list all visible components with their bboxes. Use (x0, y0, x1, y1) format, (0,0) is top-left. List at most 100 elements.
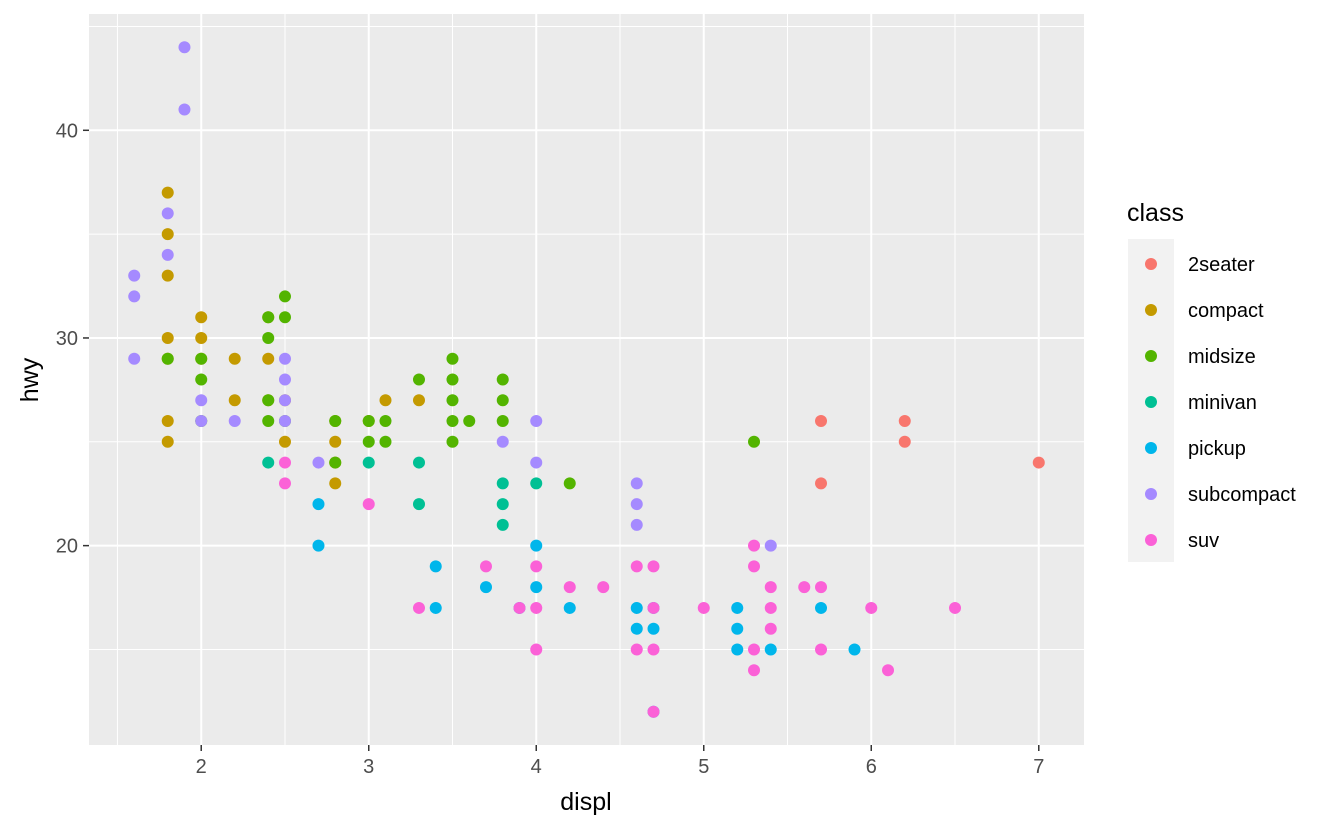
data-point-suv (530, 560, 543, 573)
legend-label-compact: compact (1188, 300, 1264, 322)
x-tick-label: 3 (363, 756, 374, 778)
legend-key-pickup (1145, 442, 1157, 454)
y-axis-title: hwy (16, 357, 44, 402)
legend-key-minivan (1145, 396, 1157, 408)
legend-label-subcompact: subcompact (1188, 484, 1296, 506)
panel-background (89, 14, 1084, 745)
data-point-minivan (496, 518, 509, 531)
data-point-subcompact (228, 415, 241, 428)
legend-title: class (1127, 199, 1184, 227)
y-tick-label: 20 (56, 536, 78, 558)
data-point-midsize (195, 373, 208, 386)
x-axis: 2 3 4 5 6 7 (196, 745, 1044, 778)
data-points (128, 41, 1045, 718)
data-point-2seater (1032, 456, 1045, 469)
x-tick-label: 6 (866, 756, 877, 778)
data-point-subcompact (278, 352, 291, 365)
data-point-midsize (278, 290, 291, 303)
x-axis-title: displ (560, 788, 611, 816)
data-point-suv (530, 643, 543, 656)
data-point-pickup (563, 601, 576, 614)
x-tick-label: 5 (698, 756, 709, 778)
data-point-suv (949, 601, 962, 614)
data-point-subcompact (312, 456, 325, 469)
data-point-subcompact (278, 415, 291, 428)
data-point-pickup (764, 643, 777, 656)
y-axis: 20 30 40 (56, 120, 89, 558)
data-point-suv (865, 601, 878, 614)
data-point-compact (379, 394, 392, 407)
data-point-suv (530, 601, 543, 614)
data-point-suv (647, 643, 660, 656)
data-point-suv (278, 456, 291, 469)
data-point-suv (630, 643, 643, 656)
legend: class 2seater compact midsize minivan pickup… (1127, 199, 1296, 562)
data-point-midsize (446, 415, 459, 428)
data-point-midsize (446, 394, 459, 407)
data-point-midsize (496, 394, 509, 407)
data-point-compact (228, 394, 241, 407)
legend-key-subcompact (1145, 488, 1157, 500)
legend-label-suv: suv (1188, 530, 1219, 552)
legend-label-midsize: midsize (1188, 346, 1256, 368)
data-point-suv (563, 581, 576, 594)
data-point-subcompact (630, 518, 643, 531)
data-point-subcompact (178, 41, 191, 54)
data-point-pickup (530, 581, 543, 594)
data-point-pickup (312, 498, 325, 511)
data-point-midsize (161, 352, 174, 365)
data-point-minivan (530, 477, 543, 490)
data-point-compact (161, 435, 174, 448)
minor-gridlines (89, 14, 1084, 745)
data-point-compact (161, 269, 174, 282)
data-point-subcompact (496, 435, 509, 448)
data-point-subcompact (530, 415, 543, 428)
data-point-midsize (379, 435, 392, 448)
data-point-suv (748, 560, 761, 573)
data-point-suv (362, 498, 375, 511)
data-point-suv (278, 477, 291, 490)
data-point-midsize (412, 373, 425, 386)
data-point-suv (882, 664, 895, 677)
legend-label-2seater: 2seater (1188, 254, 1255, 276)
data-point-compact (262, 352, 275, 365)
data-point-subcompact (128, 269, 141, 282)
data-point-pickup (848, 643, 861, 656)
data-point-pickup (530, 539, 543, 552)
data-point-subcompact (195, 415, 208, 428)
data-point-minivan (412, 498, 425, 511)
data-point-subcompact (178, 103, 191, 116)
x-tick-label: 2 (196, 756, 207, 778)
legend-key-2seater (1145, 258, 1157, 270)
data-point-subcompact (161, 207, 174, 220)
data-point-compact (329, 477, 342, 490)
data-point-compact (195, 311, 208, 324)
data-point-pickup (731, 601, 744, 614)
data-point-subcompact (530, 456, 543, 469)
x-tick-label: 4 (531, 756, 542, 778)
legend-key-suv (1145, 534, 1157, 546)
major-gridlines (89, 14, 1084, 745)
data-point-midsize (446, 435, 459, 448)
data-point-subcompact (195, 394, 208, 407)
data-point-midsize (748, 435, 761, 448)
legend-entries: 2seater compact midsize minivan pickup subcom… (1145, 254, 1296, 552)
data-point-suv (798, 581, 811, 594)
data-point-pickup (429, 560, 442, 573)
data-point-midsize (262, 415, 275, 428)
data-point-midsize (446, 373, 459, 386)
data-point-suv (597, 581, 610, 594)
y-tick-label: 40 (56, 120, 78, 142)
data-point-midsize (262, 394, 275, 407)
data-point-subcompact (764, 539, 777, 552)
data-point-midsize (278, 311, 291, 324)
data-point-minivan (496, 498, 509, 511)
data-point-2seater (898, 415, 911, 428)
legend-key-compact (1145, 304, 1157, 316)
legend-key-midsize (1145, 350, 1157, 362)
data-point-midsize (362, 435, 375, 448)
data-point-suv (697, 601, 710, 614)
y-tick-label: 30 (56, 328, 78, 350)
data-point-subcompact (128, 352, 141, 365)
data-point-compact (195, 331, 208, 344)
